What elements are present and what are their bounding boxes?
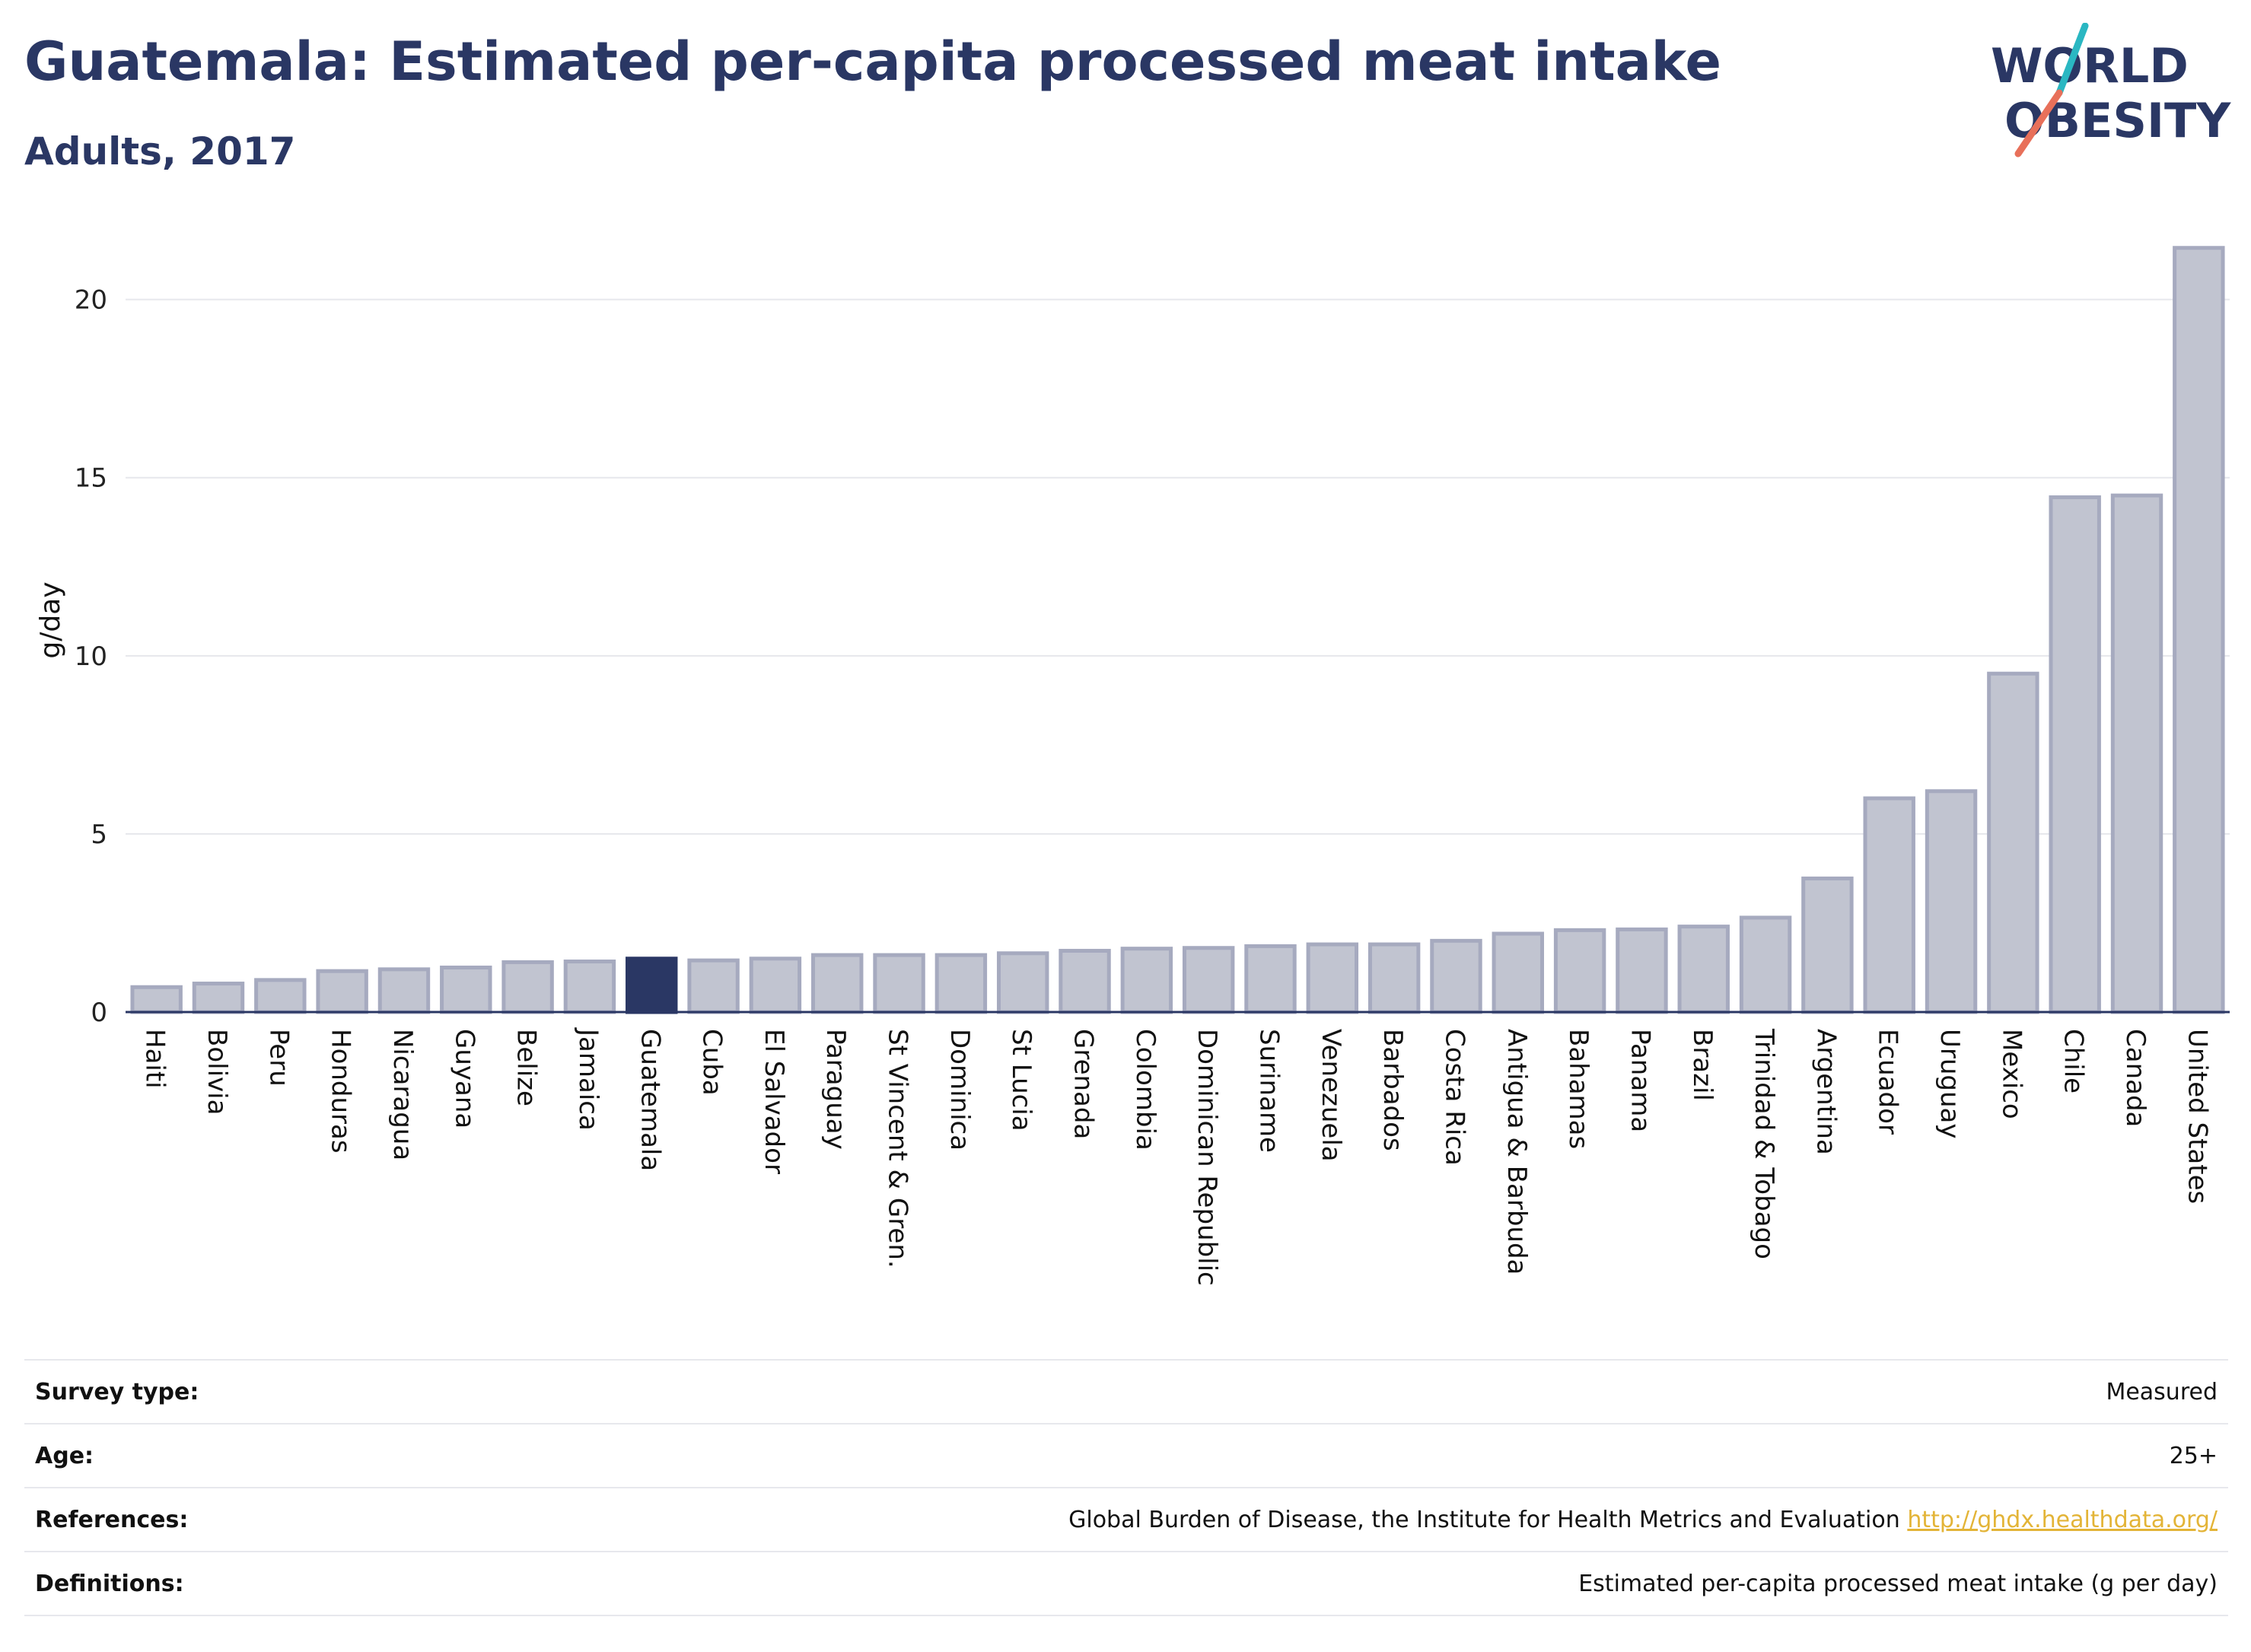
- y-tick-label-20: 20: [75, 285, 107, 316]
- x-tick-label-mexico: Mexico: [1996, 1029, 2027, 1119]
- references-text: Global Burden of Disease, the Institute …: [1068, 1507, 1900, 1533]
- x-tick-label-guyana: Guyana: [449, 1029, 479, 1128]
- x-tick-label-cuba: Cuba: [697, 1029, 728, 1096]
- x-tick-label-costa-rica: Costa Rica: [1439, 1029, 1469, 1166]
- bar-el-salvador: [749, 957, 802, 1014]
- x-tick-label-uruguay: Uruguay: [1934, 1029, 1965, 1139]
- bar-dominican-republic: [1182, 946, 1235, 1014]
- bar-united-states: [2173, 246, 2225, 1014]
- logo-text-world: WORLD: [1991, 38, 2189, 94]
- x-tick-label-ecuador: Ecuador: [1873, 1029, 1903, 1135]
- x-tick-label-jamaica: Jamaica: [573, 1027, 603, 1131]
- bar-canada: [2110, 493, 2163, 1014]
- bar-honduras: [316, 969, 368, 1014]
- x-tick-label-barbados: Barbados: [1377, 1029, 1408, 1151]
- chart-subtitle: Adults, 2017: [24, 129, 296, 173]
- x-tick-label-dominican-republic: Dominican Republic: [1192, 1029, 1222, 1286]
- x-tick-label-belize: Belize: [511, 1029, 542, 1106]
- x-tick-label-argentina: Argentina: [1810, 1029, 1841, 1155]
- bar-bolivia: [192, 982, 245, 1014]
- x-tick-label-st-vincent-gren-: St Vincent & Gren.: [883, 1029, 913, 1268]
- x-tick-label-colombia: Colombia: [1130, 1029, 1161, 1151]
- bar-venezuela: [1306, 942, 1359, 1014]
- x-tick-label-bolivia: Bolivia: [202, 1029, 232, 1115]
- bar-jamaica: [563, 960, 616, 1014]
- bar-st-lucia: [996, 951, 1049, 1014]
- x-tick-label-united-states: United States: [2182, 1029, 2212, 1204]
- bar-guatemala: [626, 957, 678, 1014]
- definitions-value: Estimated per-capita processed meat inta…: [1578, 1571, 2218, 1597]
- x-tick-label-bahamas: Bahamas: [1563, 1029, 1594, 1149]
- x-tick-label-guatemala: Guatemala: [635, 1029, 665, 1171]
- bar-panama: [1616, 927, 1668, 1014]
- bar-barbados: [1367, 942, 1421, 1014]
- bar-cuba: [687, 958, 740, 1014]
- x-tick-label-brazil: Brazil: [1687, 1029, 1718, 1101]
- bar-ecuador: [1863, 796, 1915, 1014]
- x-tick-label-trinidad-tobago: Trinidad & Tobago: [1749, 1028, 1779, 1259]
- bar-mexico: [1987, 671, 2039, 1014]
- bar-brazil: [1677, 925, 1730, 1014]
- bar-costa-rica: [1430, 938, 1482, 1014]
- x-tick-label-panama: Panama: [1625, 1029, 1655, 1132]
- bar-dominica: [934, 953, 988, 1014]
- x-tick-label-canada: Canada: [2120, 1029, 2151, 1127]
- x-tick-label-el-salvador: El Salvador: [759, 1029, 789, 1174]
- bar-paraguay: [811, 953, 864, 1014]
- meta-row-survey-type: Survey type: Measured: [24, 1359, 2228, 1423]
- survey-type-label: Survey type:: [35, 1379, 199, 1405]
- age-label: Age:: [35, 1443, 94, 1469]
- bar-uruguay: [1925, 789, 1978, 1014]
- bar-belize: [501, 960, 554, 1014]
- x-tick-label-paraguay: Paraguay: [820, 1029, 851, 1150]
- x-tick-label-grenada: Grenada: [1068, 1029, 1099, 1139]
- y-axis-title: g/day: [35, 581, 66, 658]
- y-tick-label-5: 5: [91, 820, 107, 850]
- chart-title: Guatemala: Estimated per-capita processe…: [24, 30, 1721, 93]
- y-tick-label-0: 0: [91, 998, 107, 1028]
- x-tick-label-haiti: Haiti: [140, 1029, 170, 1089]
- bar-bahamas: [1553, 928, 1606, 1014]
- references-link[interactable]: http://ghdx.healthdata.org/: [1907, 1507, 2218, 1533]
- definitions-label: Definitions:: [35, 1571, 184, 1597]
- world-obesity-logo: WORLD OBESITY: [1991, 23, 2231, 158]
- bar-chile: [2049, 495, 2101, 1014]
- bar-suriname: [1244, 944, 1297, 1014]
- x-tick-label-peru: Peru: [263, 1029, 294, 1087]
- y-tick-label-15: 15: [75, 463, 107, 494]
- references-label: References:: [35, 1507, 189, 1533]
- bar-argentina: [1801, 876, 1854, 1014]
- x-tick-label-dominica: Dominica: [944, 1029, 975, 1151]
- x-tick-label-st-lucia: St Lucia: [1006, 1029, 1036, 1132]
- references-value: Global Burden of Disease, the Institute …: [1068, 1507, 2218, 1533]
- x-tick-label-honduras: Honduras: [326, 1029, 356, 1154]
- x-tick-label-nicaragua: Nicaragua: [387, 1029, 418, 1160]
- bar-chart: 0 5 10 15 20 g/day Haiti Bolivia Peru Honduras Nic…: [35, 246, 2230, 1286]
- logo-slash-red: [2014, 89, 2063, 158]
- x-tick-label-venezuela: Venezuela: [1316, 1029, 1346, 1162]
- bar-nicaragua: [377, 967, 431, 1014]
- metadata-table: Survey type: Measured Age: 25+ Reference…: [24, 1359, 2228, 1616]
- x-tick-label-chile: Chile: [2058, 1029, 2089, 1093]
- meta-row-age: Age: 25+: [24, 1423, 2228, 1487]
- bar-haiti: [130, 985, 183, 1014]
- bar-st-vincent-gren-: [873, 953, 925, 1014]
- survey-type-value: Measured: [2106, 1379, 2218, 1405]
- bar-peru: [254, 978, 307, 1014]
- bar-guyana: [440, 965, 492, 1014]
- meta-row-definitions: Definitions: Estimated per-capita proces…: [24, 1551, 2228, 1616]
- bar-grenada: [1059, 948, 1111, 1014]
- x-tick-label-antigua-barbuda: Antigua & Barbuda: [1501, 1029, 1532, 1275]
- bar-antigua-barbuda: [1492, 931, 1544, 1014]
- age-value: 25+: [2169, 1443, 2218, 1469]
- bar-trinidad-tobago: [1739, 915, 1792, 1014]
- x-tick-label-suriname: Suriname: [1253, 1029, 1284, 1153]
- bar-colombia: [1120, 947, 1173, 1014]
- y-tick-label-10: 10: [75, 641, 107, 672]
- logo-slash-teal: [2055, 23, 2089, 97]
- meta-row-references: References: Global Burden of Disease, th…: [24, 1487, 2228, 1551]
